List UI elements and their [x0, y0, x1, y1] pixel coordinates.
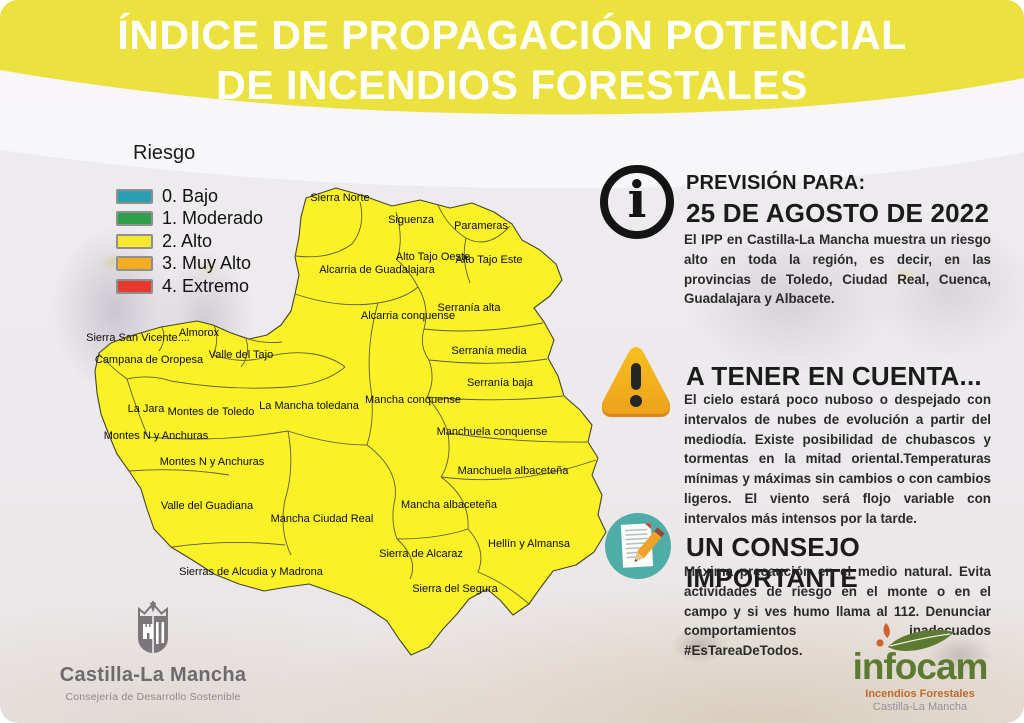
advisory-title: A TENER EN CUENTA... [686, 361, 982, 391]
map-region-label: La Jara [128, 403, 166, 415]
legend-item: 3. Muy Alto [116, 253, 263, 276]
infocam-logo: infocam Incendios Forestales Castilla-La… [830, 615, 1010, 713]
map-region-label: Mancha albaceteña [401, 499, 498, 511]
note-pencil-icon [605, 513, 671, 579]
map-region-label: Serranía media [451, 345, 527, 357]
map-region-label: Mancha Ciudad Real [271, 513, 374, 525]
legend-color-swatch [116, 278, 153, 294]
info-icon: i [600, 165, 674, 239]
legend-items: 0. Bajo 1. Moderado 2. Alto 3. Muy Alto 4. E… [116, 185, 263, 298]
prevision-body: El IPP en Castilla-La Mancha muestra un … [684, 232, 991, 307]
map-labels: Sierra Norte Siguenza Parameras Alto Tajo O… [86, 192, 571, 595]
map-region-label: Mancha conquense [365, 394, 461, 406]
map-region-label: Valle del Tajo [209, 349, 273, 361]
legend-item-label: 3. Muy Alto [162, 253, 252, 274]
legend-item: 2. Alto [116, 230, 263, 253]
legend-color-swatch [116, 233, 153, 249]
legend-title: Riesgo [133, 142, 196, 164]
map-region-label: Parameras [454, 220, 508, 232]
jccm-name: Castilla-La Mancha [59, 664, 247, 686]
map-region-label: Serranía baja [467, 377, 534, 389]
map-region-label: Sierra del Segura [412, 583, 498, 595]
map-region-label: Alcarria conquense [361, 310, 455, 322]
map-region-label: Sierra San Vicente.... [86, 332, 190, 344]
map-region-label: Alto Tajo Oeste [396, 251, 470, 263]
map-region-label: Montes N y Anchuras [160, 456, 265, 468]
infocam-leaf-icon [876, 623, 954, 651]
map-region-label: Serranía alta [438, 302, 502, 314]
map-region-label: Sierra de Alcaraz [379, 548, 463, 560]
legend-item: 4. Extremo [116, 275, 263, 298]
map-region-label: Sierra Norte [310, 192, 369, 204]
legend-item-label: 1. Moderado [162, 208, 264, 229]
map-region-label: Sierras de Alcudia y Madrona [179, 566, 324, 578]
risk-legend: Riesgo 0. Bajo 1. Moderado 2. Alto 3. Muy A… [116, 142, 263, 298]
infocam-subtitle1: Incendios Forestales [865, 688, 975, 701]
legend-item: 0. Bajo [116, 185, 263, 208]
prevision-title: PREVISIÓN PARA: [686, 172, 866, 194]
map-region-label: Almorox [179, 327, 220, 339]
map-region-label: Alto Tajo Este [455, 254, 522, 266]
map-region-label: Hellín y Almansa [488, 538, 571, 550]
map-region-label: La Mancha toledana [259, 400, 360, 412]
advice-title: UN CONSEJO IMPORTANTE [686, 532, 860, 593]
legend-item: 1. Moderado [116, 208, 263, 231]
map-region-label: Alcarria de Guadalajara [319, 264, 435, 276]
risk-map: Sierra Norte Siguenza Parameras Alto Tajo O… [86, 187, 607, 656]
infocam-name: infocam [852, 646, 989, 687]
map-region-label: Manchuela albaceteña [458, 465, 570, 477]
map-region-label: Montes N y Anchuras [104, 430, 209, 442]
page-title-line1: ÍNDICE DE PROPAGACIÓN POTENCIAL [117, 12, 907, 58]
legend-item-label: 2. Alto [162, 230, 213, 251]
map-region-label: Montes de Toledo [168, 406, 255, 418]
page-title-line2: DE INCENDIOS FORESTALES [216, 62, 808, 109]
advice-body: Máxima precaución en el medio natural. E… [684, 564, 991, 659]
warning-icon [601, 347, 671, 417]
map-region-label: Campana de Oropesa [95, 354, 204, 366]
jccm-crest-icon [138, 601, 168, 653]
page-title: ÍNDICE DE PROPAGACIÓN POTENCIAL DE INCEN… [0, 10, 1024, 110]
prevision-subtitle: 25 DE AGOSTO DE 2022 [686, 198, 990, 228]
infocam-subtitle2: Castilla-La Mancha [872, 701, 968, 714]
header-band [0, 0, 1024, 189]
legend-color-swatch [116, 188, 153, 204]
map-internal-borders [98, 201, 597, 605]
advisory-body: El cielo estará poco nuboso o despejado … [684, 392, 991, 526]
map-shape [94, 187, 607, 656]
map-region-label: Manchuela conquense [437, 426, 548, 438]
map-region-label: Siguenza [388, 214, 435, 226]
legend-color-swatch [116, 256, 153, 272]
jccm-department: Consejería de Desarrollo Sostenible [65, 691, 241, 703]
legend-item-label: 0. Bajo [162, 185, 219, 206]
legend-item-label: 4. Extremo [162, 275, 250, 296]
map-region-label: Valle del Guadiana [161, 500, 254, 512]
jccm-logo: Castilla-La Mancha Consejería de Desarro… [38, 598, 268, 703]
legend-color-swatch [116, 211, 153, 227]
